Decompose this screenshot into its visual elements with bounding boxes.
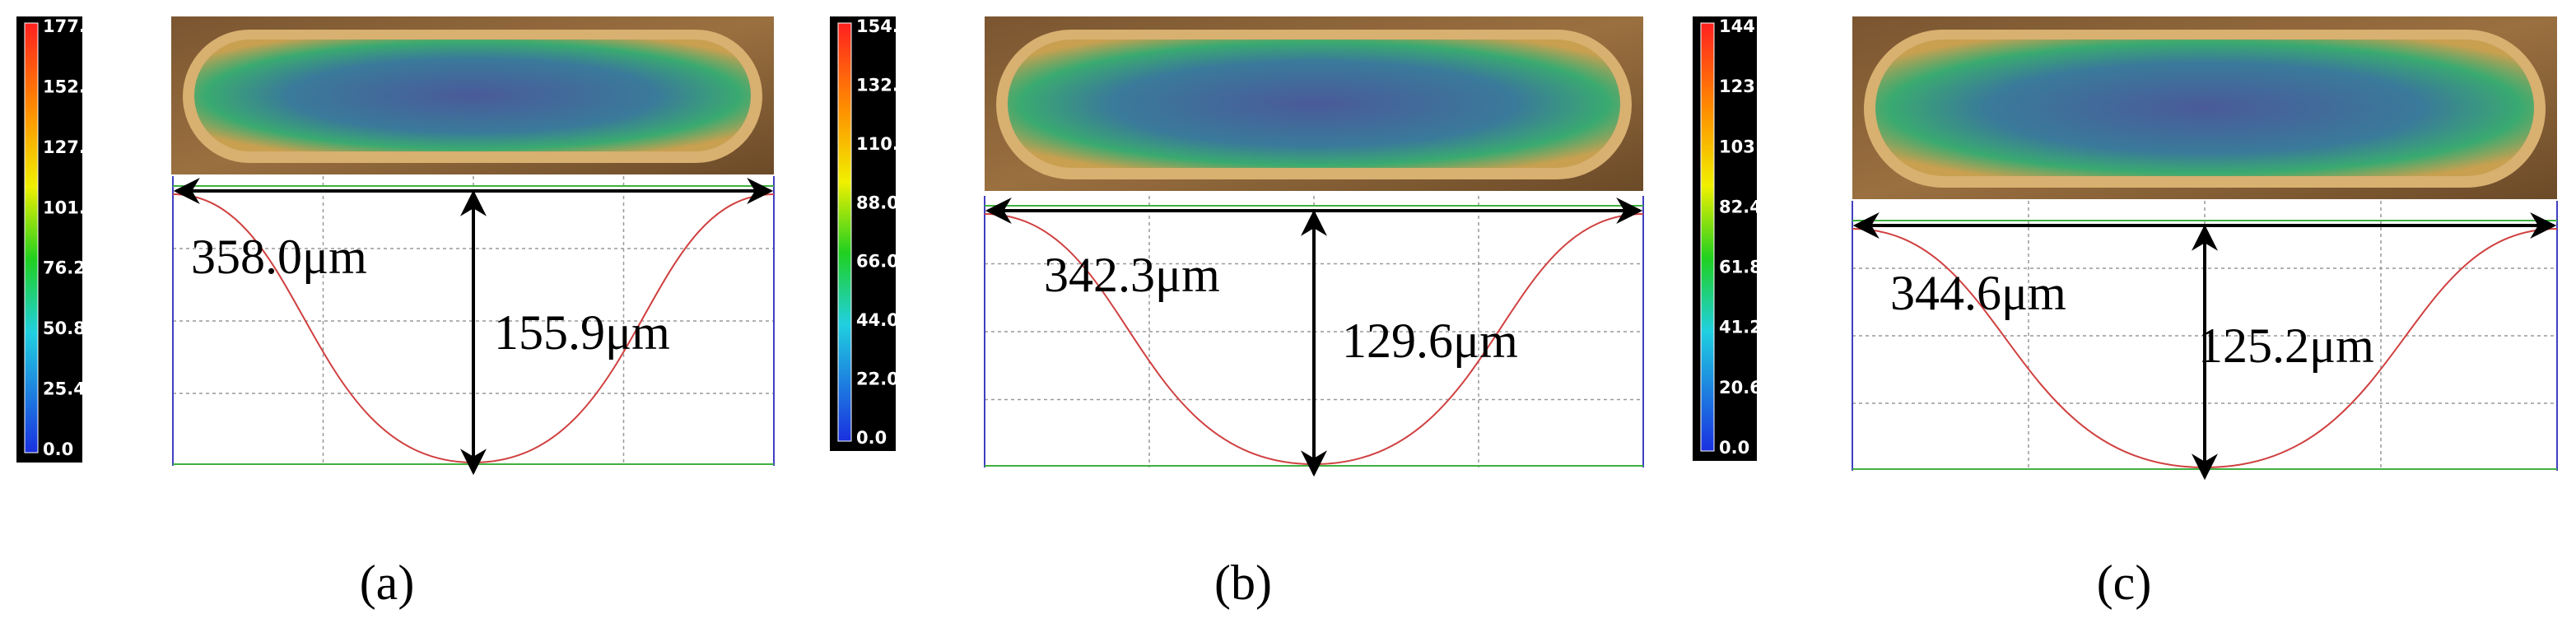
colorbar-label: 127.0 [43, 137, 97, 157]
depth-label: 129.6μm [1342, 314, 1518, 368]
panel: 177.8μm 152.4 127.0 101.6 76.20 50.80 25.40 0.0… [16, 16, 775, 610]
colorbar-label: 25.40 [43, 379, 97, 399]
colorbar-label: 110.1 [856, 134, 911, 154]
panel-caption: (c) [2097, 556, 2152, 610]
colorbar-label: 123.6 [1719, 77, 1773, 96]
colorbar-label: 0.0 [1719, 438, 1749, 458]
pocket [1008, 40, 1620, 168]
colorbar-label: 44.04 [856, 310, 911, 330]
panel: 154.1μm 132.1 110.1 88.08 66.06 44.04 22.02 0.0… [830, 16, 1644, 610]
panel-caption: (b) [1214, 556, 1272, 610]
colorbar-label: 0.0 [856, 428, 887, 448]
colorbar-label: 101.6 [43, 198, 97, 217]
colorbar-label: 66.06 [856, 252, 911, 272]
colorbar-label: 0.0 [43, 439, 73, 459]
depth-label: 125.2μm [2198, 318, 2374, 373]
width-label: 344.6μm [1890, 266, 2066, 320]
colorbar-label: 88.08 [856, 193, 911, 212]
colorbar-label: 152.4 [43, 77, 97, 96]
colorbar-label: 82.40 [1719, 197, 1773, 216]
colorbar [24, 22, 39, 453]
colorbar-label: 22.02 [856, 370, 911, 389]
pocket [194, 40, 751, 151]
colorbar-label: 76.20 [43, 258, 97, 278]
colorbar-label: 177.8μm [43, 16, 128, 36]
colorbar [1700, 22, 1715, 452]
colorbar-label: 154.1μm [856, 16, 942, 36]
colorbar-label: 144.2μm [1719, 16, 1805, 36]
colorbar-label: 61.80 [1719, 258, 1773, 277]
width-label: 342.3μm [1044, 248, 1220, 302]
colorbar [837, 22, 852, 442]
colorbar-label: 50.80 [43, 318, 97, 338]
depth-label: 155.9μm [494, 305, 670, 360]
colorbar-label: 20.60 [1719, 378, 1773, 398]
colorbar-label: 132.1 [856, 75, 911, 95]
pocket [1875, 40, 2534, 176]
panel-caption: (a) [360, 556, 415, 610]
colorbar-label: 103.0 [1719, 137, 1773, 156]
width-label: 358.0μm [191, 230, 367, 284]
colorbar-label: 41.20 [1719, 318, 1773, 337]
panel: 144.2μm 123.6 103.0 82.40 61.80 41.20 20.60 0.0… [1693, 16, 2558, 610]
